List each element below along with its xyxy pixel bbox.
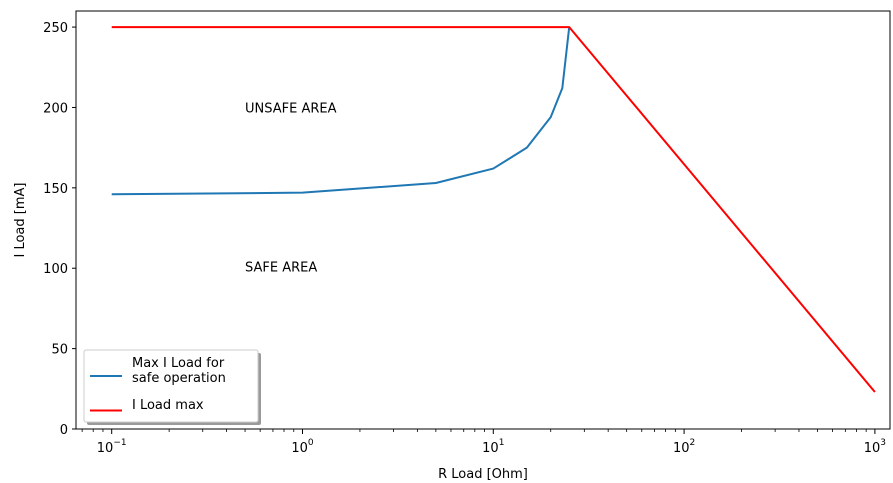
series-line-1 [111,26,876,393]
legend-label-1: I Load max [132,398,204,413]
x-tick-label: 101 [482,438,504,456]
annotation-0: UNSAFE AREA [245,101,337,116]
y-tick-label: 150 [43,182,68,197]
y-tick-label: 250 [43,21,68,36]
y-axis-label: I Load [mA] [13,183,28,258]
y-tick-label: 200 [43,101,68,116]
y-tick-label: 50 [51,343,68,358]
legend: Max I Load for safe operation I Load max [83,349,261,425]
series-layer [111,26,876,393]
x-tick-label: 100 [291,438,314,456]
legend-label-0: Max I Load for safe operation [132,356,226,386]
annotation-1: SAFE AREA [245,261,317,276]
x-tick-label: 102 [673,438,695,456]
x-axis-label: R Load [Ohm] [438,467,528,482]
x-tick-label: 10−1 [97,438,127,456]
x-tick-label: 103 [864,438,886,456]
y-tick-label: 0 [60,423,68,438]
annotation-layer: UNSAFE AREA SAFE AREA [245,101,337,275]
axes-layer: 0 50 100 150 200 250 10−1 100 101 102 103 R Load [O… [13,10,891,482]
axes-frame [75,10,891,430]
y-tick-label: 100 [43,262,68,277]
legend-box [83,349,259,423]
series-line-0 [111,26,571,196]
